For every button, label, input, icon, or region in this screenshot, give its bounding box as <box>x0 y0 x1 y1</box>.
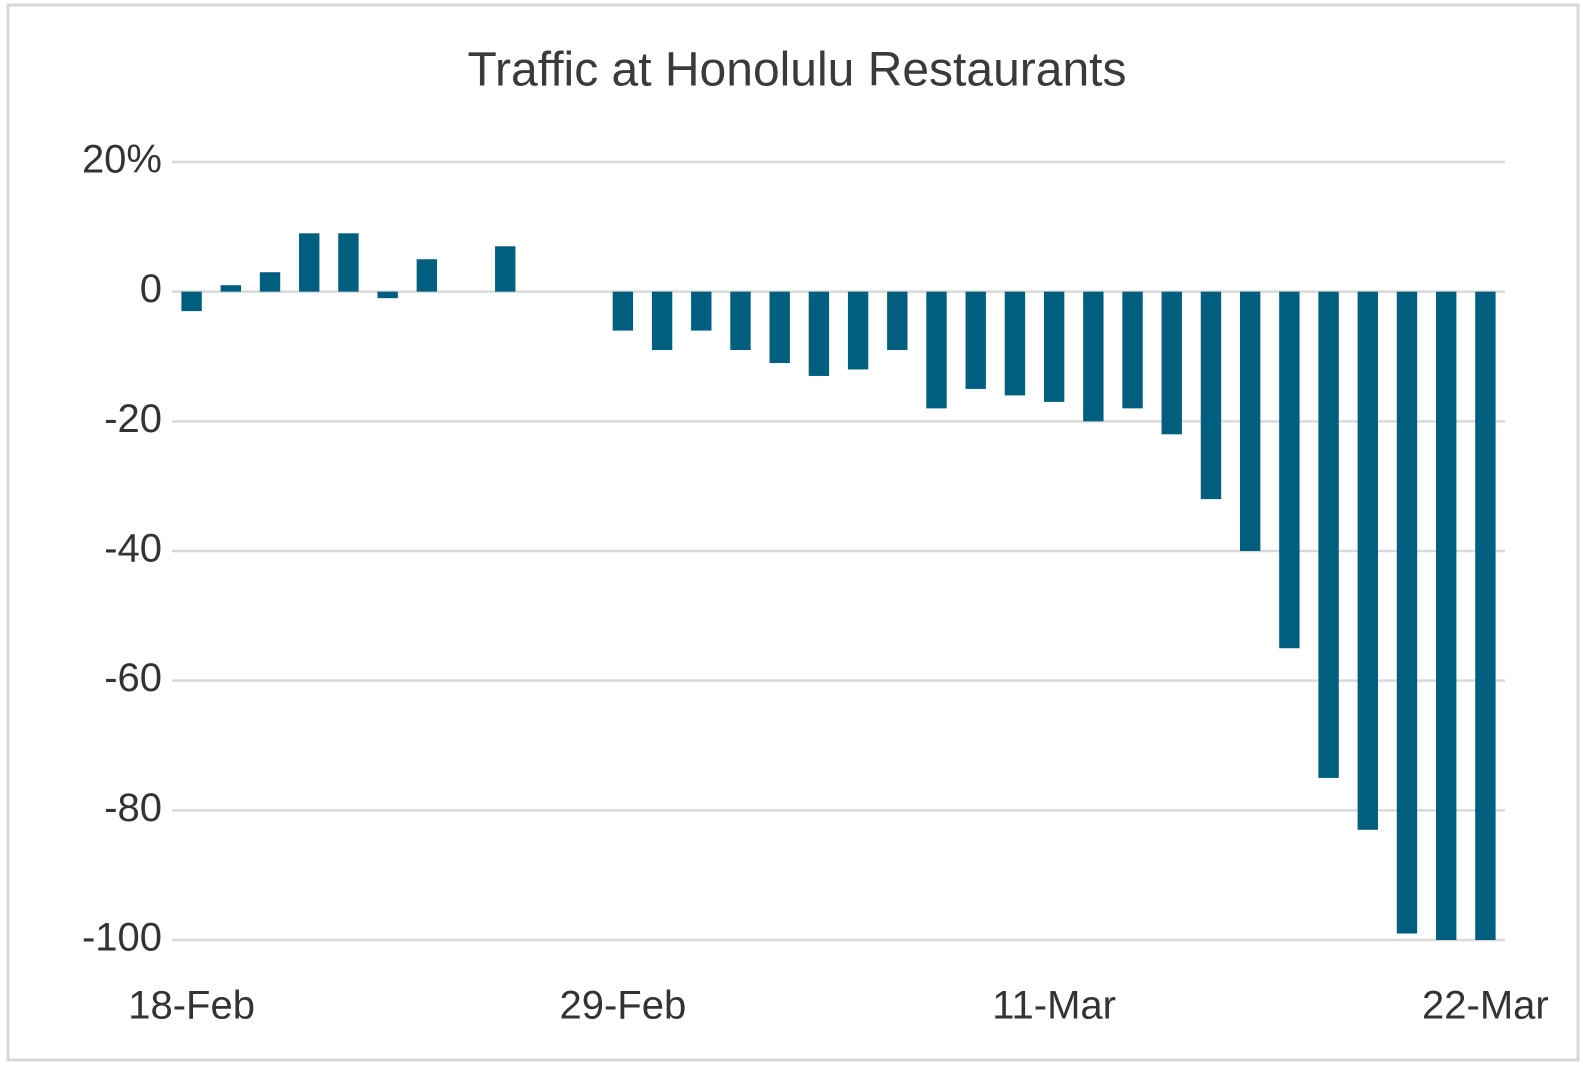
y-tick-label: -100 <box>82 916 162 960</box>
bar <box>1475 291 1496 941</box>
y-tick-label: 20% <box>82 138 162 182</box>
x-tick-label: 29-Feb <box>559 984 686 1028</box>
bar <box>1239 291 1261 551</box>
bar <box>1279 291 1300 649</box>
bar <box>1083 291 1104 422</box>
bar <box>769 291 790 363</box>
bar <box>612 291 634 331</box>
chart-title: Traffic at Honolulu Restaurants <box>468 44 1127 97</box>
bar <box>1043 291 1065 402</box>
bar <box>887 291 908 351</box>
bar <box>1200 291 1222 500</box>
bar <box>495 246 516 292</box>
chart-border <box>6 3 1580 1062</box>
bar <box>1318 291 1339 778</box>
bar <box>847 291 869 370</box>
bar <box>181 291 202 312</box>
bar <box>1161 291 1182 435</box>
bar <box>926 291 947 409</box>
bar <box>730 291 751 351</box>
bar <box>651 291 673 351</box>
y-tick-label: -20 <box>104 397 162 441</box>
y-tick-label: 0 <box>140 267 162 311</box>
bar <box>691 291 712 331</box>
bar <box>1357 291 1378 830</box>
y-tick-label: -60 <box>104 656 162 700</box>
bar <box>220 285 242 292</box>
bar <box>416 259 438 292</box>
bar <box>338 233 359 292</box>
bar <box>1396 291 1418 934</box>
bar <box>808 291 830 376</box>
bar <box>299 233 320 292</box>
bar <box>377 291 398 299</box>
y-tick-label: -40 <box>104 527 162 571</box>
bar <box>1435 291 1457 941</box>
x-tick-label: 18-Feb <box>128 984 255 1028</box>
y-tick-label: -80 <box>104 786 162 830</box>
bar <box>1004 291 1026 396</box>
x-tick-label: 11-Mar <box>992 984 1116 1028</box>
bar <box>965 291 986 389</box>
x-tick-label: 22-Mar <box>1422 984 1549 1028</box>
bar <box>1122 291 1143 409</box>
bar <box>259 272 281 292</box>
